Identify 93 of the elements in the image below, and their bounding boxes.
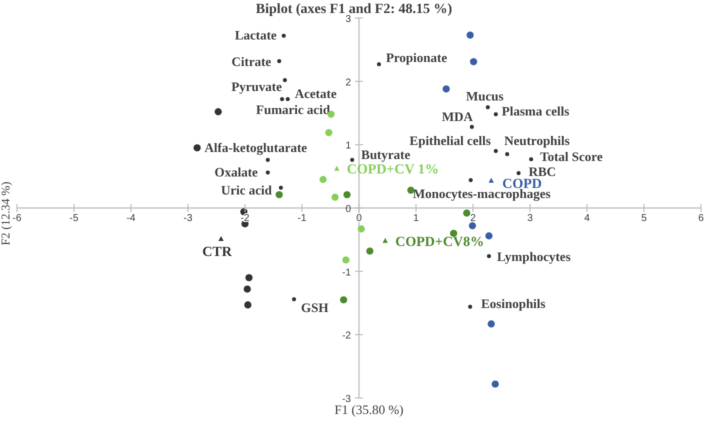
point: [292, 297, 296, 302]
point: [280, 97, 284, 102]
data-label: Fumaric acid: [256, 102, 331, 118]
x-tick-label: -6: [12, 213, 22, 224]
point: [334, 166, 340, 171]
x-tick-label: 6: [698, 213, 704, 224]
point: [266, 158, 270, 162]
point: [245, 274, 253, 282]
point: [468, 178, 473, 182]
y-axis-title: F2 (12.34 %): [0, 180, 12, 248]
point: [494, 149, 498, 153]
point: [450, 230, 458, 237]
point: [266, 170, 270, 175]
x-tick-label: 3: [527, 213, 534, 224]
x-tick-label: 1: [413, 213, 420, 224]
data-label: Uric acid: [221, 182, 273, 198]
x-tick-label: -1: [298, 213, 307, 224]
y-tick-label: 3: [345, 14, 352, 25]
data-label: Acetate: [294, 86, 337, 102]
data-label: Propionate: [386, 50, 448, 66]
point: [468, 222, 476, 230]
point: [470, 58, 478, 66]
point: [488, 178, 494, 183]
point: [244, 285, 251, 293]
y-tick-label: 0: [345, 204, 352, 215]
data-label: Citrate: [231, 54, 272, 70]
point: [516, 171, 521, 176]
point: [331, 194, 339, 201]
data-label: Plasma cells: [502, 103, 570, 118]
point: [463, 209, 470, 217]
point: [282, 78, 287, 82]
point: [282, 34, 286, 38]
x-tick-label: 2: [470, 213, 476, 224]
data-label: MDA: [442, 108, 474, 124]
series-label: COPD+CV 1%: [346, 162, 439, 178]
x-tick-label: -4: [126, 213, 136, 224]
point: [340, 296, 348, 304]
point: [276, 191, 283, 198]
x-tick-label: -3: [184, 213, 193, 224]
point: [218, 236, 224, 242]
x-tick-label: 5: [641, 213, 648, 224]
y-tick-label: -2: [342, 330, 352, 342]
point: [486, 254, 491, 258]
data-label: GSH: [301, 300, 328, 316]
point: [319, 176, 327, 184]
y-tick-label: 1: [345, 140, 352, 152]
data-label: Alfa-ketoglutarate: [204, 140, 308, 155]
point: [505, 152, 510, 156]
data-label: Pyruvate: [231, 79, 282, 94]
point: [350, 158, 354, 162]
data-label: Eosinophils: [481, 296, 546, 311]
series-label: CTR: [202, 245, 233, 260]
series-label: COPD+CV8%: [395, 234, 484, 250]
x-tick-label: 4: [584, 213, 590, 224]
point: [492, 380, 499, 388]
data-label: Mucus: [466, 88, 504, 104]
point: [529, 157, 534, 162]
data-label: Oxalate: [214, 164, 258, 180]
x-tick-label: 0: [356, 213, 362, 224]
data-label: Total Score: [540, 149, 603, 164]
point: [376, 62, 381, 66]
point: [244, 301, 252, 308]
data-label: Butyrate: [361, 146, 410, 162]
point: [494, 112, 498, 116]
point: [382, 238, 388, 243]
point: [366, 247, 374, 255]
data-label: Neutrophils: [504, 133, 570, 148]
point: [486, 105, 490, 110]
point: [325, 129, 332, 136]
data-label: Epithelial cells: [410, 133, 491, 148]
y-tick-label: -3: [342, 394, 352, 405]
y-tick-label: -1: [342, 267, 352, 278]
x-tick-label: -5: [70, 213, 79, 224]
point: [278, 186, 283, 190]
point: [468, 304, 472, 309]
point: [343, 191, 351, 198]
data-label: Lactate: [234, 28, 277, 43]
point: [214, 108, 222, 116]
point: [194, 144, 201, 152]
y-tick-label: 2: [345, 77, 352, 88]
point: [277, 59, 282, 64]
data-label: RBC: [528, 164, 556, 180]
point: [358, 225, 365, 232]
data-label: Lymphocytes: [496, 249, 571, 264]
point: [442, 85, 450, 93]
point: [342, 256, 350, 264]
point: [485, 232, 493, 240]
point: [488, 320, 495, 328]
point: [286, 97, 290, 102]
point: [470, 124, 474, 129]
x-tick-label: -2: [240, 213, 250, 224]
x-axis-title: F1 (35.80 %): [334, 402, 404, 418]
point: [466, 32, 474, 39]
